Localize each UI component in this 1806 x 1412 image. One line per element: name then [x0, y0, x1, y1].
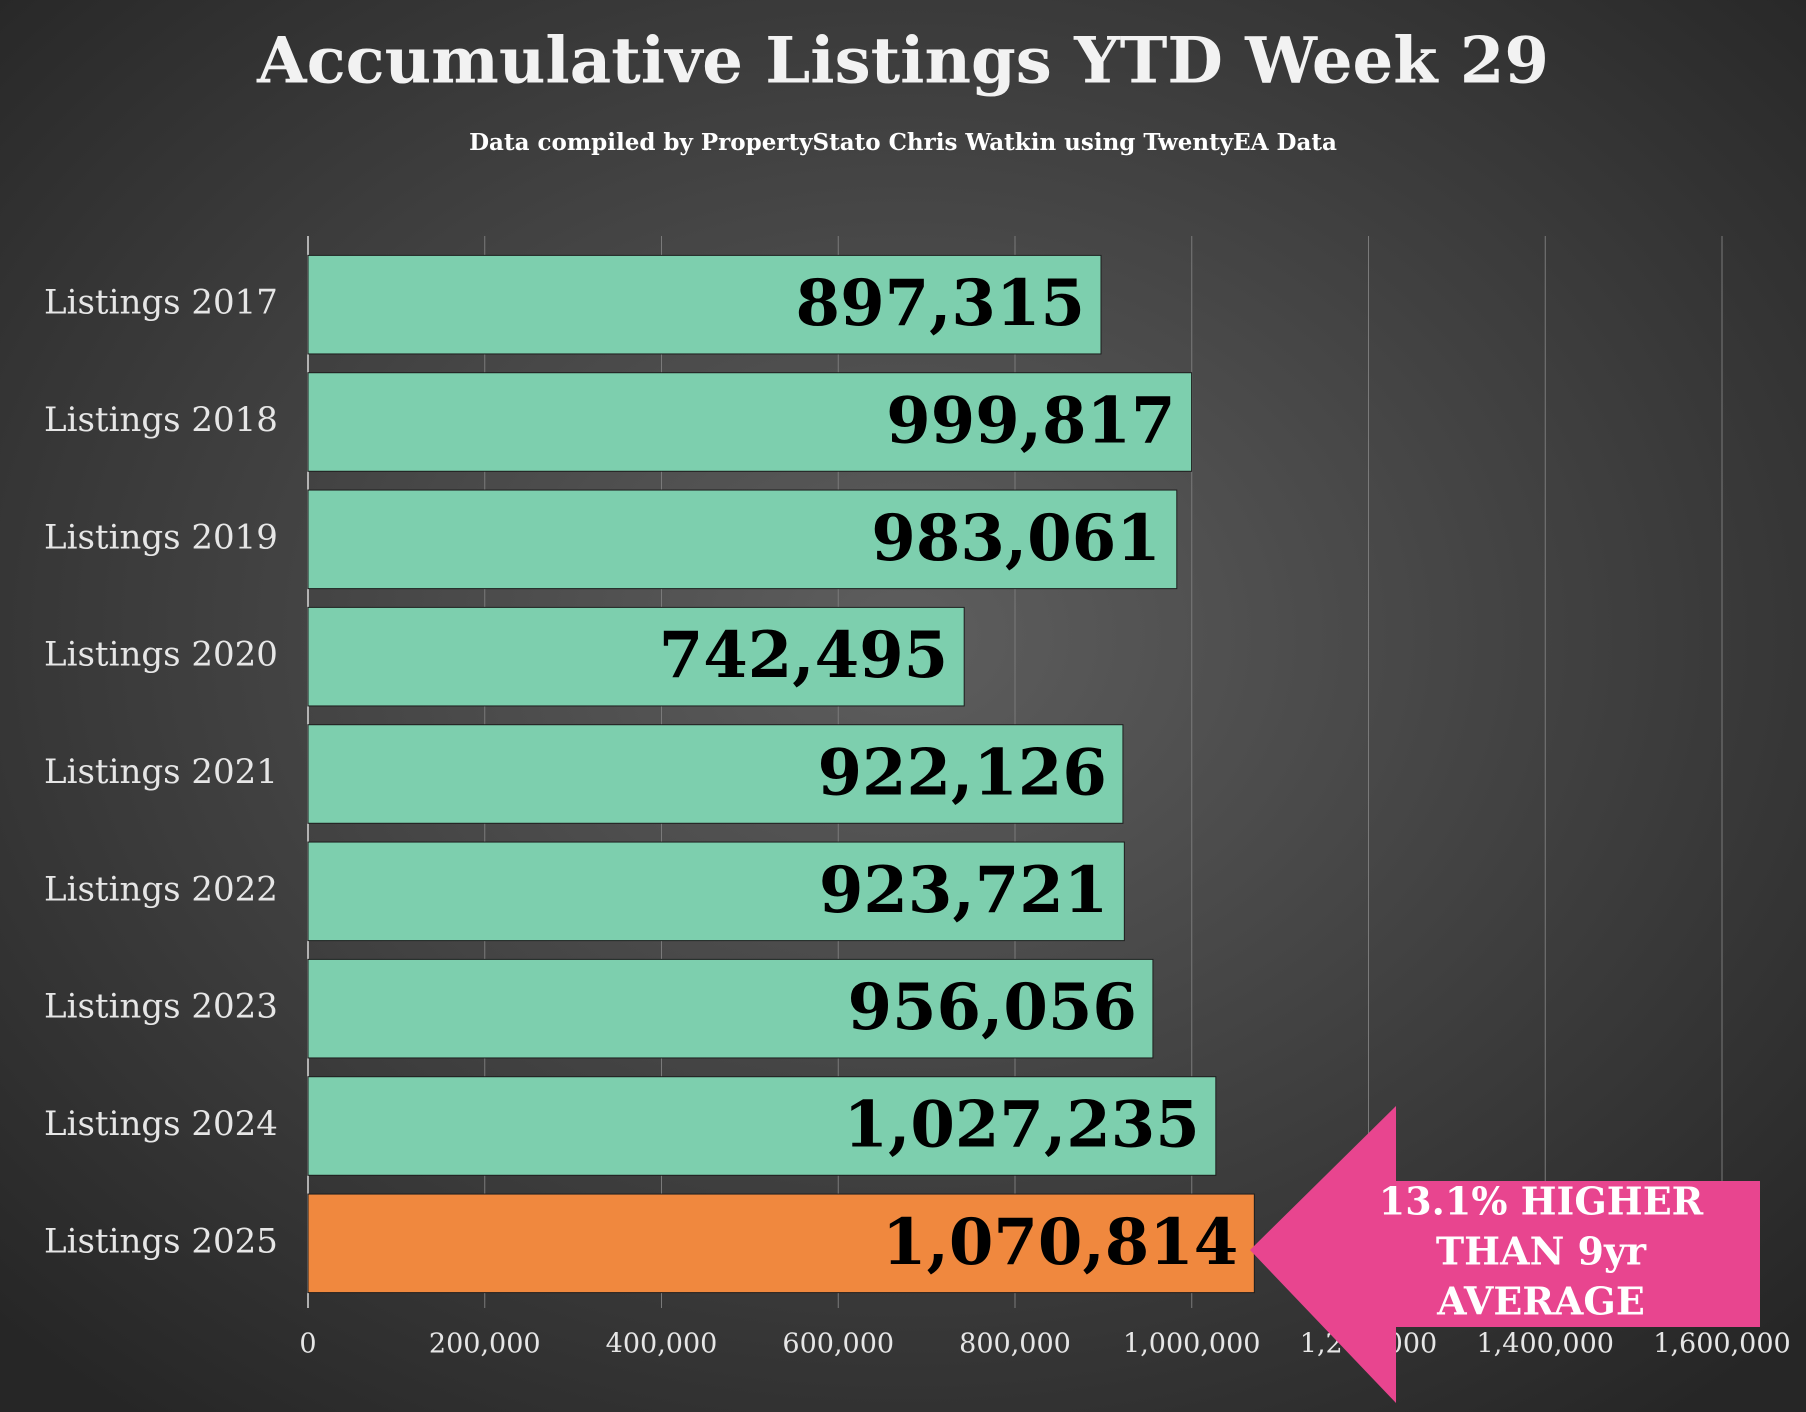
callout-text: AVERAGE: [1436, 1279, 1645, 1324]
y-tick-label: Listings 2019: [44, 517, 278, 557]
y-tick-label: Listings 2023: [44, 987, 278, 1027]
bar: [307, 1193, 1255, 1294]
y-tick-label: Listings 2022: [44, 869, 278, 909]
x-tick-label: 0: [299, 1329, 316, 1360]
y-tick-label: Listings 2020: [44, 635, 278, 675]
y-tick-label: Listings 2017: [44, 283, 278, 323]
y-tick-label: Listings 2024: [44, 1104, 278, 1144]
y-tick-label: Listings 2025: [44, 1221, 278, 1261]
bar: [307, 489, 1178, 590]
y-tick-label: Listings 2018: [44, 400, 278, 440]
value-label: 742,495: [659, 618, 948, 693]
x-tick-label: 800,000: [959, 1329, 1071, 1360]
callout: 13.1% HIGHER THAN 9yr AVERAGE: [1250, 1106, 1760, 1403]
x-tick-label: 1,600,000: [1653, 1329, 1790, 1360]
bar: [307, 254, 1102, 355]
x-tick-label: 400,000: [606, 1329, 718, 1360]
x-tick-label: 1,000,000: [1123, 1329, 1260, 1360]
value-label: 999,817: [886, 384, 1175, 459]
value-label: 1,070,814: [882, 1205, 1238, 1280]
chart-subtitle: Data compiled by PropertyStato Chris Wat…: [469, 129, 1337, 156]
value-label: 1,027,235: [844, 1088, 1200, 1163]
value-label: 983,061: [871, 501, 1160, 576]
value-label: 922,126: [817, 736, 1106, 811]
value-label: 923,721: [819, 853, 1108, 928]
callout-text: 13.1% HIGHER: [1379, 1179, 1704, 1224]
bar: [307, 841, 1125, 942]
bar: [307, 724, 1124, 824]
value-label: 956,056: [847, 970, 1136, 1045]
x-tick-label: 600,000: [782, 1329, 894, 1360]
callout-text: THAN 9yr: [1436, 1229, 1647, 1274]
bar: [307, 606, 965, 707]
x-tick-label: 1,400,000: [1477, 1329, 1614, 1360]
x-tick-label: 200,000: [429, 1329, 541, 1360]
value-label: 897,315: [796, 266, 1085, 341]
callout-arrow: [1250, 1106, 1760, 1403]
y-tick-label: Listings 2021: [44, 752, 278, 792]
bar: [307, 372, 1193, 472]
bar: [307, 1076, 1217, 1176]
plot-area: 0 200,000 400,000 600,000 800,000 1,000,000 1,…: [44, 236, 1791, 1360]
chart-title: Accumulative Listings YTD Week 29: [256, 24, 1549, 99]
bar: [307, 958, 1154, 1059]
